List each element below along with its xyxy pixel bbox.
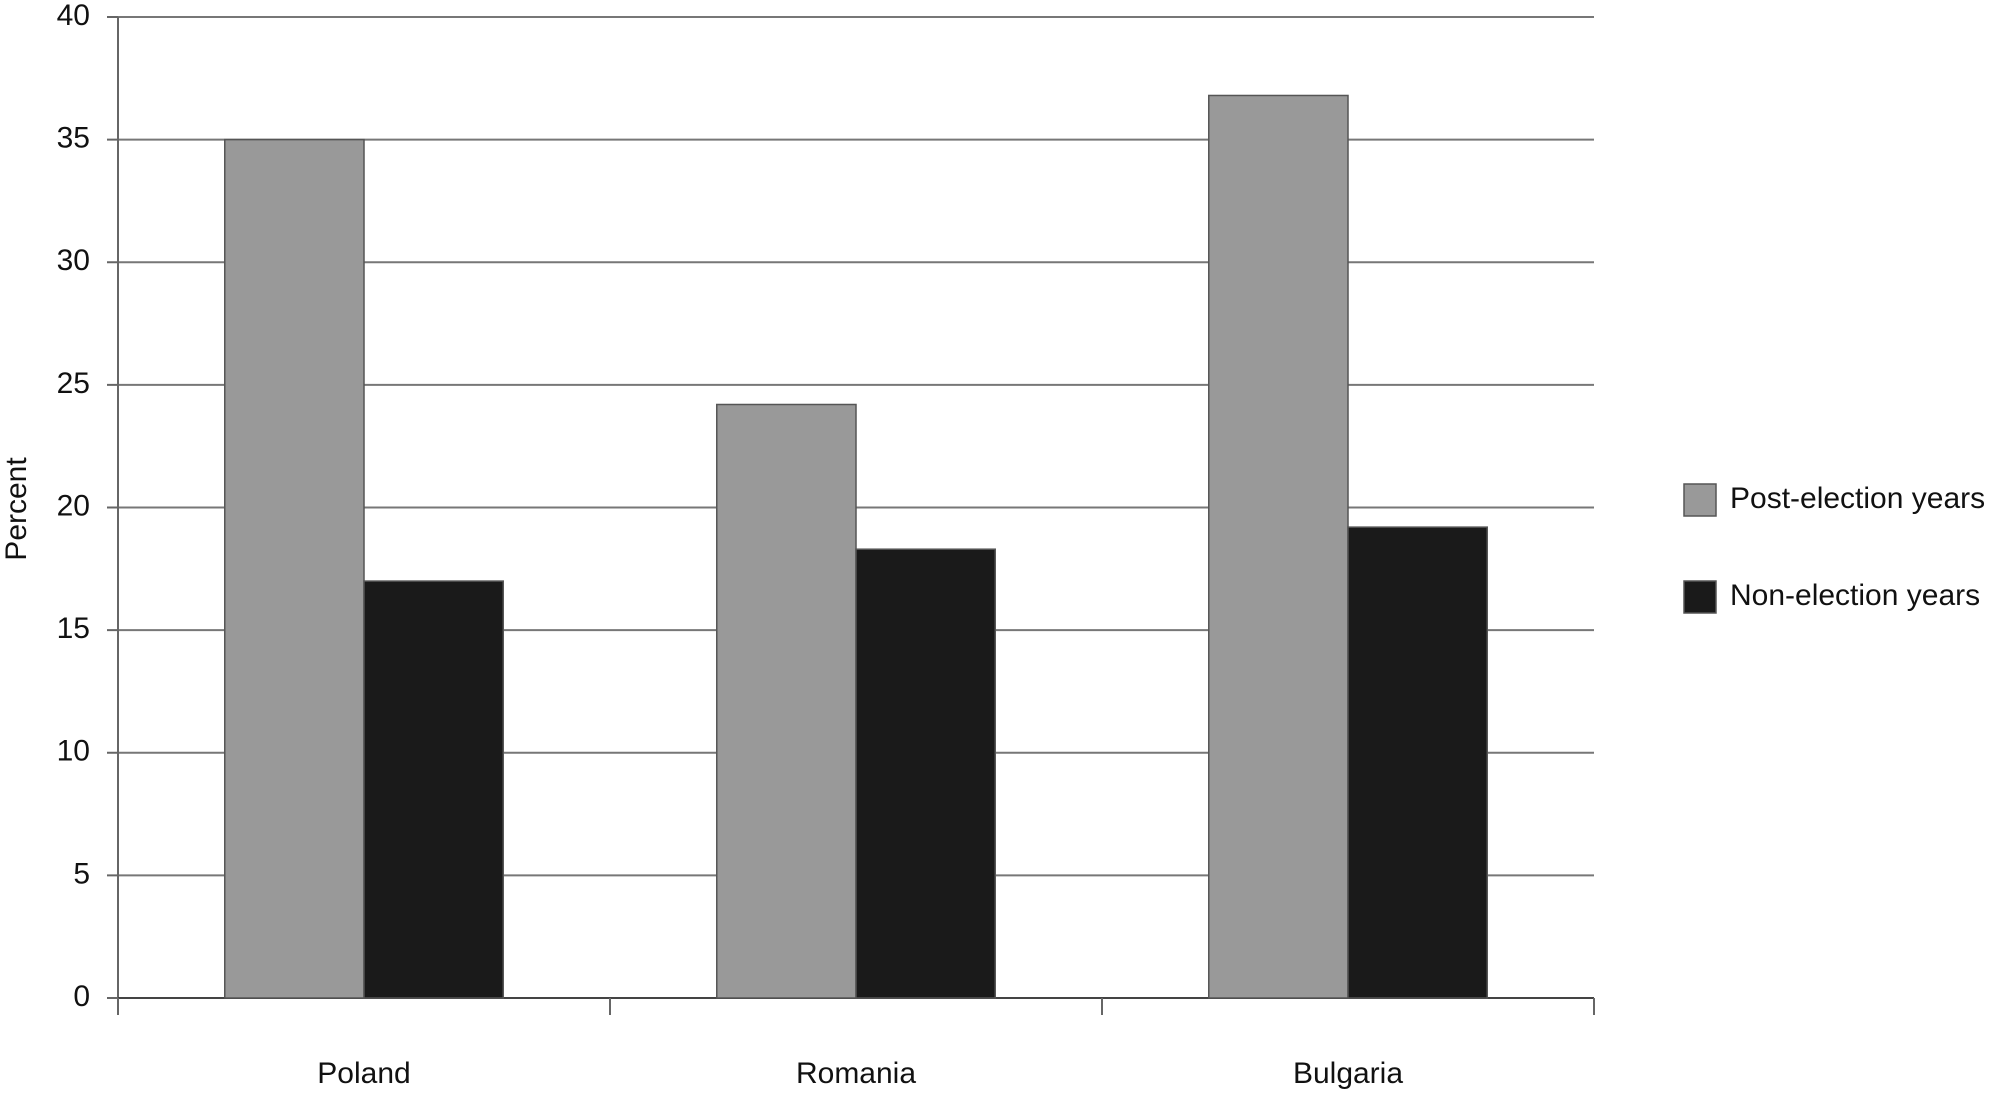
legend-label: Post-election years [1730,482,1985,515]
bar [1208,94,1349,999]
y-tick-label: 25 [57,367,90,400]
legend-swatch [1683,580,1717,614]
legend-swatch [1683,483,1717,517]
y-axis-label: Percent [0,457,33,561]
bar [716,403,857,999]
y-tick-label: 20 [57,489,90,522]
y-tick-label: 0 [73,980,90,1013]
bar [224,138,365,999]
y-tick-label: 10 [57,735,90,768]
legend-label: Non-election years [1730,579,1980,612]
y-tick-label: 30 [57,244,90,277]
x-tick-label: Bulgaria [1293,1057,1403,1090]
y-tick-label: 15 [57,612,90,645]
bar [855,548,996,999]
x-tick-label: Poland [317,1057,410,1090]
y-tick-label: 40 [57,0,90,32]
bar [1347,526,1488,999]
bar [363,580,504,999]
y-tick-label: 35 [57,122,90,155]
x-tick-label: Romania [796,1057,916,1090]
y-tick-label: 5 [73,857,90,890]
